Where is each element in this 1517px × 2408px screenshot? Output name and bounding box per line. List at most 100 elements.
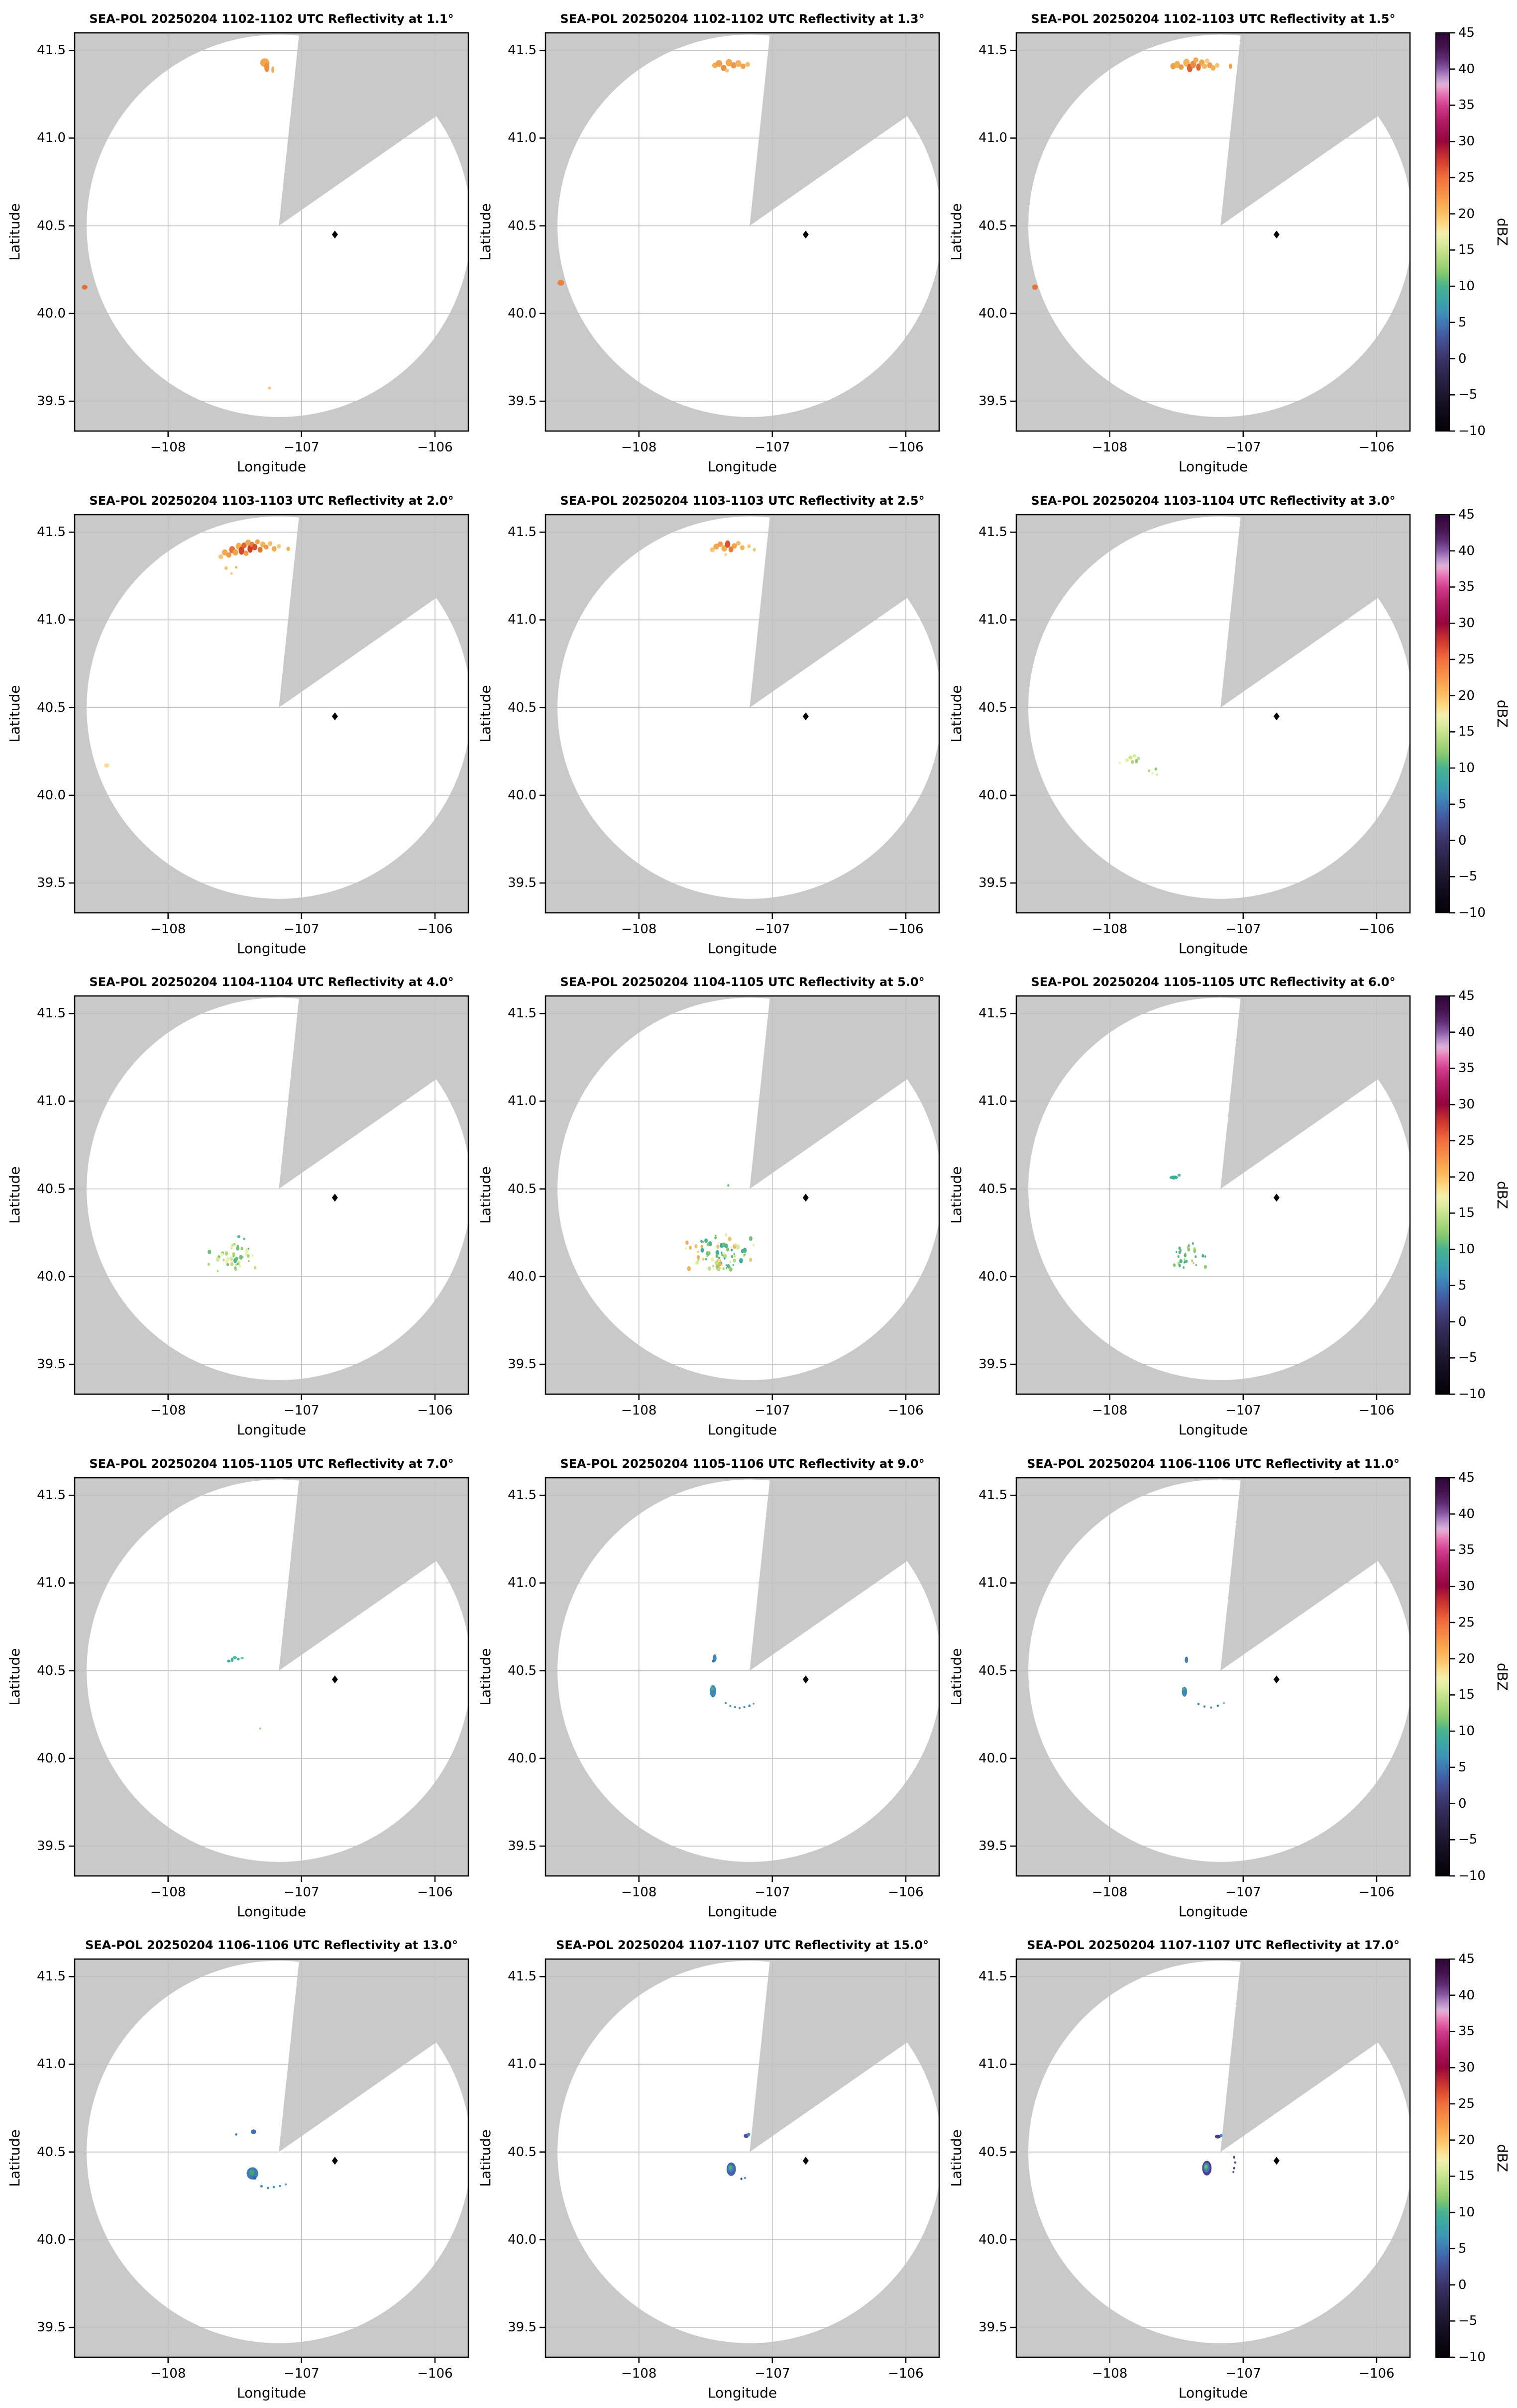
x-tick-label: −107 [755,2366,790,2381]
site-marker-diamond [802,2157,809,2165]
reflectivity-speckle [1177,1255,1180,1258]
reflectivity-speckle [1179,1259,1183,1263]
x-tick-label: −106 [417,1885,453,1900]
x-tick-label: −108 [150,2366,186,2381]
missing-sector-wedge [279,1961,437,2152]
reflectivity-echo [285,2183,287,2186]
missing-sector-wedge [279,517,437,708]
y-tick-label: 39.5 [978,2320,1007,2335]
y-tick-label: 40.0 [978,1269,1007,1284]
y-tick-label: 39.5 [508,394,537,409]
site-marker-diamond [331,2157,338,2165]
reflectivity-echo [729,1704,732,1707]
x-tick-label: −106 [1359,1403,1395,1418]
colorbar-tick-label: −10 [1458,424,1486,438]
site-marker-diamond [331,712,338,721]
reflectivity-echo [226,552,231,558]
colorbar-tick-label: 10 [1458,1242,1475,1257]
x-tick-label: −108 [150,922,186,937]
colorbar-tick-label: 10 [1458,2205,1475,2220]
colorbar-tick-label: −10 [1458,905,1486,920]
colorbar-axis-label: dBZ [1494,1662,1511,1691]
y-axis-label: Latitude [477,1648,494,1706]
reflectivity-speckle [226,1257,229,1261]
reflectivity-speckle [1195,1264,1197,1266]
colorbar-border [1435,1477,1450,1876]
reflectivity-speckle [708,1266,711,1271]
reflectivity-echo [243,550,249,556]
colorbar-tick-label: 45 [1458,1470,1475,1485]
reflectivity-speckle [687,1266,691,1271]
reflectivity-speckle [222,1258,225,1262]
colorbar-tick-label: 30 [1458,1097,1475,1112]
panel-title: SEA-POL 20250204 1102-1102 UTC Reflectiv… [89,12,454,26]
reflectivity-echo [264,62,270,72]
reflectivity-speckle [232,1252,235,1256]
y-tick-label: 41.5 [37,1006,66,1021]
reflectivity-speckle [229,1256,233,1261]
reflectivity-speckle [234,1266,236,1269]
colorbar-tick-label: 10 [1458,1724,1475,1739]
reflectivity-echo [1201,63,1207,69]
y-tick-label: 39.5 [978,1839,1007,1854]
reflectivity-speckle [726,1267,728,1269]
reflectivity-echo [713,544,719,550]
reflectivity-speckle [1185,1260,1188,1263]
reflectivity-speckle [725,1264,728,1267]
reflectivity-echo [710,547,715,552]
y-axis-label: Latitude [477,2129,494,2187]
reflectivity-speckle [715,1254,719,1258]
reflectivity-speckle [716,1267,718,1270]
reflectivity-speckle [216,1257,220,1262]
x-axis-label: Longitude [1178,1422,1248,1438]
colorbar-svg [1435,1958,1455,2358]
x-tick-label: −107 [755,1403,790,1418]
reflectivity-echo [745,62,750,67]
reflectivity-speckle [705,1258,707,1261]
y-tick-label: 40.0 [508,2232,537,2247]
reflectivity-echo [230,1657,234,1662]
radar-panel: SEA-POL 20250204 1107-1107 UTC Reflectiv… [471,1926,942,2408]
colorbar-tick-label: 35 [1458,1542,1475,1558]
radar-panel: SEA-POL 20250204 1105-1105 UTC Reflectiv… [0,1445,471,1927]
y-tick-label: 40.0 [37,306,66,321]
y-tick-label: 40.5 [508,2144,537,2160]
reflectivity-speckle [724,1232,728,1237]
reflectivity-speckle [1178,1264,1181,1268]
missing-sector-wedge [750,517,908,708]
reflectivity-speckle [224,1251,228,1256]
reflectivity-speckle [1178,1246,1181,1250]
colorbar-tick-label: 15 [1458,1687,1475,1703]
reflectivity-echo [230,572,233,575]
reflectivity-echo [721,545,727,552]
x-tick-label: −107 [1225,2366,1261,2381]
reflectivity-speckle [240,1247,243,1251]
reflectivity-echo [1178,64,1184,70]
panel-title: SEA-POL 20250204 1102-1103 UTC Reflectiv… [1031,12,1396,26]
colorbar-tick-label: 35 [1458,1061,1475,1076]
y-tick-label: 40.0 [37,1751,66,1766]
radar-plot [1010,32,1411,437]
y-tick-label: 39.5 [978,394,1007,409]
colorbar-tick-label: 0 [1458,1314,1467,1329]
y-tick-label: 41.5 [978,1006,1007,1021]
reflectivity-echo [1204,58,1210,64]
y-tick-label: 40.5 [978,1663,1007,1678]
reflectivity-speckle [236,1263,239,1266]
y-tick-label: 41.0 [508,130,537,146]
reflectivity-speckle [251,1254,254,1257]
reflectivity-echo [557,280,564,286]
missing-sector-wedge [750,998,908,1189]
colorbar-tick-label: 15 [1458,242,1475,258]
site-marker-diamond [331,1675,338,1684]
x-tick-label: −106 [888,1885,924,1900]
site-marker-diamond [802,1194,809,1202]
missing-sector-wedge [1220,517,1379,708]
reflectivity-speckle [731,1248,733,1252]
x-tick-label: −107 [284,922,320,937]
reflectivity-speckle [733,1255,736,1258]
reflectivity-echo [748,1704,751,1707]
reflectivity-echo [736,541,741,546]
reflectivity-speckle [225,1259,228,1264]
colorbar-tick-label: 35 [1458,579,1475,595]
